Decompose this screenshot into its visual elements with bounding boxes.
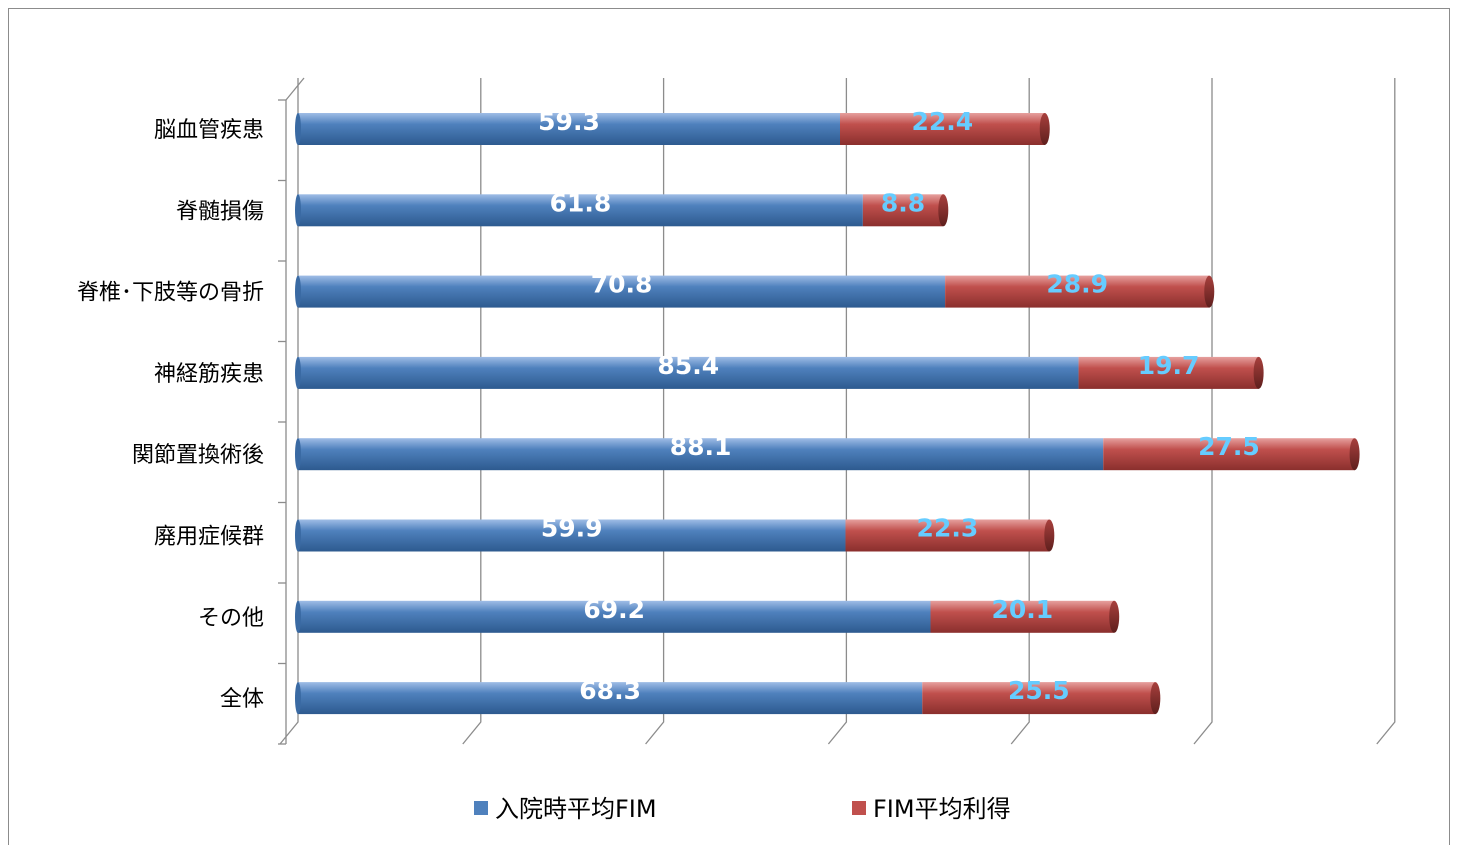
gridline xyxy=(279,78,299,745)
data-label-fim-gain: 19.7 xyxy=(1138,351,1200,380)
bar-fim-gain xyxy=(1078,356,1259,389)
gridline xyxy=(1010,78,1030,745)
data-label-admission-fim: 85.4 xyxy=(657,351,719,380)
bar-start-cap xyxy=(295,682,301,715)
category-label: 廃用症候群 xyxy=(154,525,264,550)
gridline xyxy=(1376,78,1396,745)
legend-label: FIM平均利得 xyxy=(873,795,1011,823)
data-label-fim-gain: 22.3 xyxy=(917,514,979,543)
bar-end-cap xyxy=(1044,519,1055,552)
axis-corner xyxy=(285,77,305,101)
bar-admission-fim xyxy=(298,275,946,308)
bar-start-cap xyxy=(295,600,301,633)
bar-start-cap xyxy=(295,113,301,145)
bar-admission-fim xyxy=(298,519,846,552)
gridlines xyxy=(278,77,1396,745)
gridline xyxy=(827,78,848,745)
legend-swatch xyxy=(852,801,866,815)
bar-admission-fim xyxy=(298,194,863,227)
bar-fim-gain xyxy=(930,600,1115,633)
category-label: 脊髄損傷 xyxy=(176,199,264,224)
bar-admission-fim xyxy=(298,356,1079,389)
legend: 入院時平均FIM FIM平均利得 xyxy=(474,795,1011,823)
bar-fim-gain xyxy=(922,682,1156,715)
bar-admission-fim xyxy=(298,682,923,715)
gridline xyxy=(1193,78,1213,745)
bar-fim-gain xyxy=(845,519,1050,552)
bar-end-cap xyxy=(1039,113,1050,145)
category-label: 脊椎･下肢等の骨折 xyxy=(77,281,264,306)
bar-end-cap xyxy=(1349,438,1360,471)
legend-label: 入院時平均FIM xyxy=(495,795,657,823)
data-label-fim-gain: 22.4 xyxy=(912,107,974,136)
data-label-fim-gain: 20.1 xyxy=(992,595,1054,624)
bars: 59.3 22.4 61.8 8.8 70.8 28.9 85.4 19.7 88.1 27.5 5… xyxy=(295,107,1360,715)
data-label-fim-gain: 27.5 xyxy=(1198,432,1260,461)
bar-start-cap xyxy=(295,519,301,552)
data-label-admission-fim: 59.9 xyxy=(541,514,603,543)
bar-fim-gain xyxy=(1103,438,1355,471)
legend-swatch xyxy=(474,801,488,815)
category-label: その他 xyxy=(198,606,264,631)
data-label-fim-gain: 8.8 xyxy=(881,188,925,217)
data-label-admission-fim: 61.8 xyxy=(550,188,612,217)
data-label-admission-fim: 69.2 xyxy=(583,595,645,624)
bar-end-cap xyxy=(1253,356,1264,389)
data-label-admission-fim: 88.1 xyxy=(670,432,732,461)
data-label-admission-fim: 70.8 xyxy=(591,270,653,299)
bar-start-cap xyxy=(295,356,301,389)
bar-admission-fim xyxy=(298,600,931,633)
gridline xyxy=(462,78,482,745)
bar-end-cap xyxy=(938,194,949,227)
bar-end-cap xyxy=(1109,600,1120,633)
category-label: 全体 xyxy=(220,687,264,712)
category-label: 神経筋疾患 xyxy=(154,362,264,387)
bar-fim-gain xyxy=(945,275,1210,308)
bar-start-cap xyxy=(295,438,301,471)
bar-admission-fim xyxy=(298,113,841,145)
bar-fim-gain xyxy=(862,194,944,227)
bar-admission-fim xyxy=(298,438,1104,471)
bar-fim-gain xyxy=(840,113,1045,145)
category-label: 関節置換術後 xyxy=(132,443,264,468)
bar-end-cap xyxy=(1150,682,1161,715)
gridline xyxy=(645,78,665,745)
category-label: 脳血管疾患 xyxy=(154,118,264,143)
bar-start-cap xyxy=(295,194,301,227)
data-label-fim-gain: 25.5 xyxy=(1008,676,1070,705)
bar-end-cap xyxy=(1204,275,1215,308)
data-label-fim-gain: 28.9 xyxy=(1046,270,1108,299)
bar-start-cap xyxy=(295,275,301,308)
data-label-admission-fim: 68.3 xyxy=(579,676,641,705)
data-label-admission-fim: 59.3 xyxy=(538,107,600,136)
